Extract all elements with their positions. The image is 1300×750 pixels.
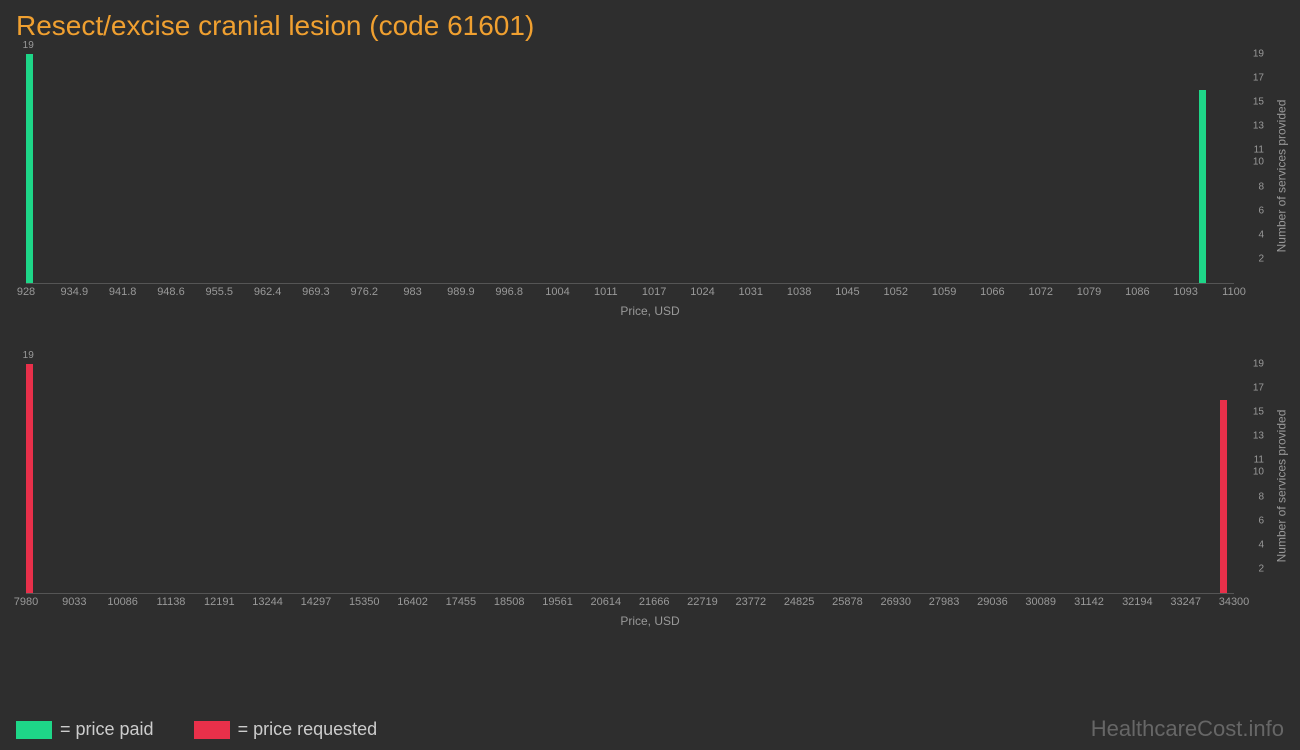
y-tick-label: 17 [1253, 73, 1264, 84]
chart-price-requested: 2468101113151719 Number of services prov… [16, 364, 1284, 644]
legend-item: = price requested [194, 719, 378, 740]
x-tick-label: 11138 [156, 596, 185, 608]
y-tick-label: 4 [1258, 539, 1264, 550]
y-tick-label: 19 [1253, 49, 1264, 60]
bar-value-label: 19 [23, 350, 34, 361]
y-tick-label: 6 [1258, 515, 1264, 526]
legend: = price paid = price requested [16, 719, 377, 740]
chart-title: Resect/excise cranial lesion (code 61601… [0, 0, 1300, 46]
x-tick-label: 7980 [14, 596, 38, 608]
plot-area-2: 2468101113151719 Number of services prov… [26, 364, 1234, 594]
x-tick-label: 1066 [980, 286, 1004, 298]
x-tick-label: 10086 [107, 596, 138, 608]
x-tick-label: 1059 [932, 286, 956, 298]
y-tick-label: 11 [1254, 455, 1264, 466]
y-tick-label: 10 [1253, 157, 1264, 168]
x-tick-label: 969.3 [302, 286, 330, 298]
x-ticks-2: 7980903310086111381219113244142971535016… [26, 594, 1234, 610]
x-tick-label: 18508 [494, 596, 525, 608]
x-tick-label: 934.9 [61, 286, 89, 298]
x-tick-label: 996.8 [495, 286, 523, 298]
x-tick-label: 948.6 [157, 286, 185, 298]
bar-value-label: 19 [23, 40, 34, 51]
x-tick-label: 962.4 [254, 286, 282, 298]
x-tick-label: 1093 [1173, 286, 1197, 298]
x-tick-label: 955.5 [206, 286, 234, 298]
x-tick-label: 19561 [542, 596, 573, 608]
x-tick-label: 27983 [929, 596, 960, 608]
x-tick-label: 989.9 [447, 286, 475, 298]
x-tick-label: 31142 [1074, 596, 1104, 608]
x-tick-label: 1079 [1077, 286, 1101, 298]
y-tick-label: 4 [1258, 229, 1264, 240]
x-axis-label-1: Price, USD [16, 304, 1284, 318]
chart-price-paid: 2468101113151719 Number of services prov… [16, 54, 1284, 334]
y-tick-label: 8 [1258, 181, 1264, 192]
y-tick-label: 8 [1258, 491, 1264, 502]
legend-label: = price requested [238, 719, 378, 740]
x-tick-label: 1011 [594, 286, 618, 298]
x-tick-label: 1031 [739, 286, 763, 298]
x-tick-label: 24825 [784, 596, 815, 608]
x-tick-label: 1024 [690, 286, 714, 298]
x-tick-label: 23772 [736, 596, 767, 608]
x-ticks-1: 928934.9941.8948.6955.5962.4969.3976.298… [26, 284, 1234, 300]
x-tick-label: 15350 [349, 596, 380, 608]
y-axis-label-1: Number of services provided [1275, 99, 1289, 252]
y-tick-label: 10 [1253, 467, 1264, 478]
y-tick-label: 13 [1253, 431, 1264, 442]
x-tick-label: 1072 [1028, 286, 1052, 298]
legend-swatch [16, 721, 52, 739]
plot-area-1: 2468101113151719 Number of services prov… [26, 54, 1234, 284]
x-tick-label: 20614 [591, 596, 622, 608]
x-tick-label: 1086 [1125, 286, 1149, 298]
x-tick-label: 1045 [835, 286, 859, 298]
x-tick-label: 13244 [252, 596, 283, 608]
bar [1220, 400, 1227, 593]
x-tick-label: 1004 [545, 286, 569, 298]
x-tick-label: 1100 [1222, 286, 1246, 298]
y-tick-label: 6 [1258, 205, 1264, 216]
x-tick-label: 16402 [397, 596, 428, 608]
y-tick-label: 11 [1254, 145, 1264, 156]
x-tick-label: 14297 [301, 596, 332, 608]
x-tick-label: 34300 [1219, 596, 1250, 608]
y-axis-label-2: Number of services provided [1275, 409, 1289, 562]
x-axis-label-2: Price, USD [16, 614, 1284, 628]
x-tick-label: 12191 [204, 596, 235, 608]
bar: 19 [26, 364, 33, 593]
x-tick-label: 25878 [832, 596, 863, 608]
bar: 19 [26, 54, 33, 283]
x-tick-label: 976.2 [350, 286, 378, 298]
x-tick-label: 30089 [1025, 596, 1056, 608]
x-tick-label: 9033 [62, 596, 86, 608]
x-tick-label: 941.8 [109, 286, 137, 298]
x-tick-label: 29036 [977, 596, 1008, 608]
x-tick-label: 983 [403, 286, 421, 298]
y-tick-label: 19 [1253, 359, 1264, 370]
legend-item: = price paid [16, 719, 154, 740]
y-tick-label: 17 [1253, 383, 1264, 394]
y-tick-label: 15 [1253, 97, 1264, 108]
y-tick-label: 13 [1253, 121, 1264, 132]
legend-swatch [194, 721, 230, 739]
x-tick-label: 17455 [446, 596, 477, 608]
watermark: HealthcareCost.info [1091, 716, 1284, 742]
x-tick-label: 928 [17, 286, 35, 298]
x-tick-label: 32194 [1122, 596, 1153, 608]
x-tick-label: 22719 [687, 596, 718, 608]
x-tick-label: 21666 [639, 596, 670, 608]
legend-label: = price paid [60, 719, 154, 740]
x-tick-label: 1052 [884, 286, 908, 298]
y-tick-label: 2 [1258, 563, 1264, 574]
y-tick-label: 2 [1258, 253, 1264, 264]
y-tick-label: 15 [1253, 407, 1264, 418]
charts-container: 2468101113151719 Number of services prov… [16, 54, 1284, 644]
x-tick-label: 1017 [642, 286, 666, 298]
x-tick-label: 1038 [787, 286, 811, 298]
bar [1199, 90, 1206, 283]
x-tick-label: 33247 [1170, 596, 1201, 608]
x-tick-label: 26930 [880, 596, 911, 608]
